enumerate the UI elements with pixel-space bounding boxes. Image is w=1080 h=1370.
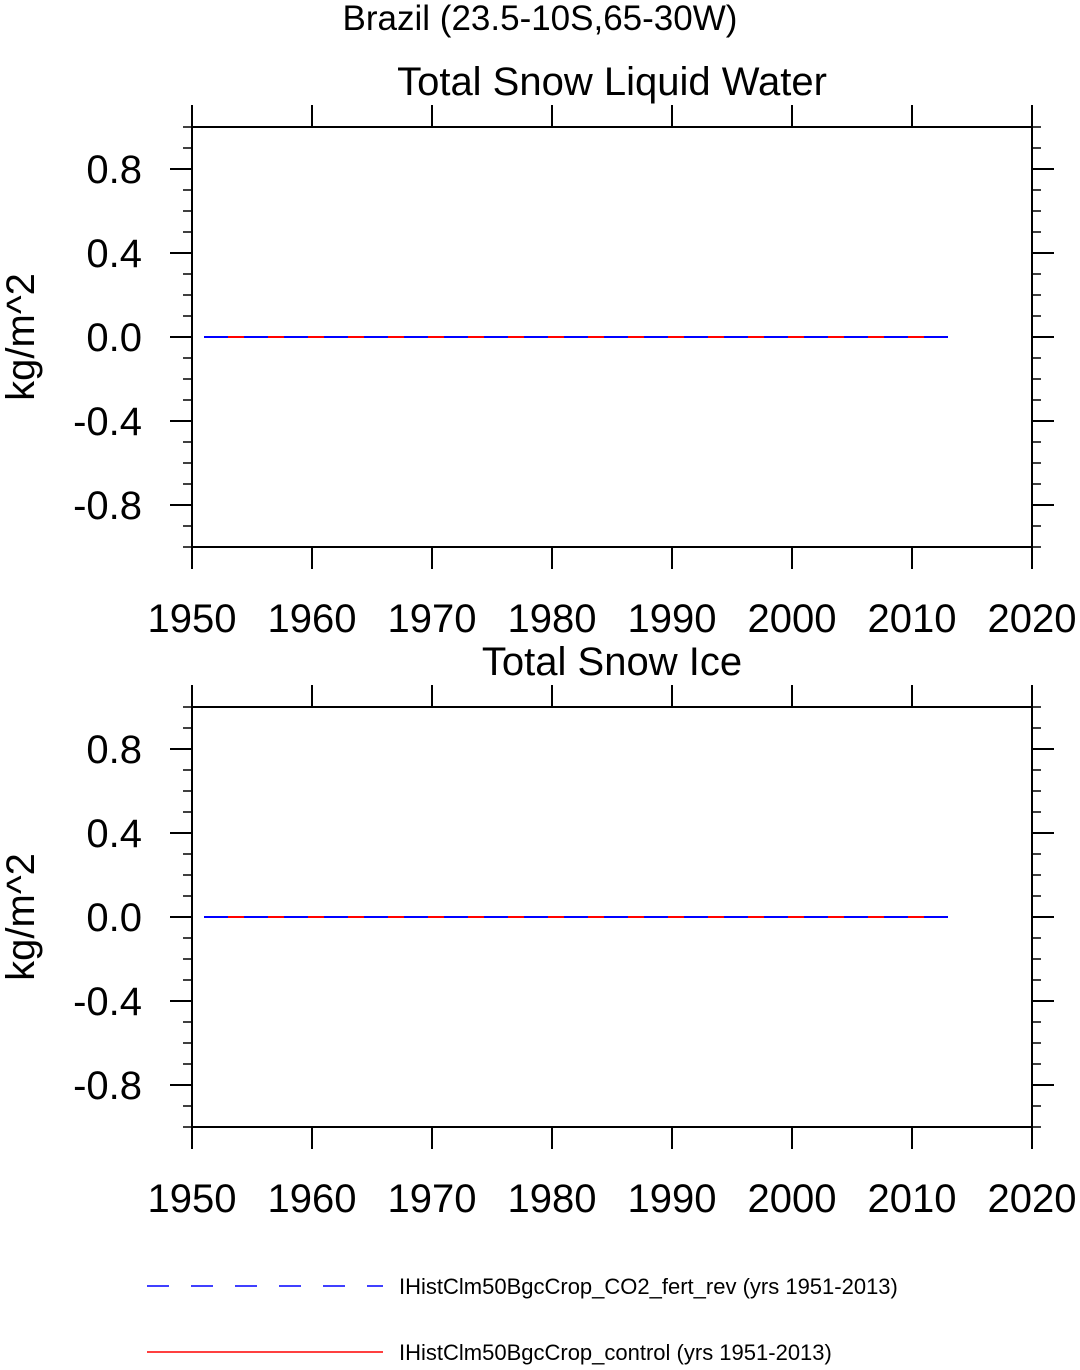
- chart-panel: Total Snow Liquid Water 1950 1960 1970 1980 1…: [0, 60, 1076, 641]
- legend-label: IHistClm50BgcCrop_CO2_fert_rev (yrs 1951…: [399, 1274, 898, 1299]
- chart-title: Total Snow Liquid Water: [397, 60, 827, 104]
- page-title: Brazil (23.5-10S,65-30W): [343, 0, 738, 38]
- x-tick-label: 1970: [388, 1177, 477, 1221]
- y-tick-label: -0.4: [73, 400, 142, 444]
- legend: IHistClm50BgcCrop_CO2_fert_rev (yrs 1951…: [147, 1274, 898, 1365]
- x-tick-label: 1950: [148, 1177, 237, 1221]
- x-tick-label: 2010: [868, 597, 957, 641]
- y-axis-label: kg/m^2: [0, 853, 43, 981]
- x-tick-label: 1950: [148, 597, 237, 641]
- y-tick-label: 0.0: [86, 316, 142, 360]
- y-tick-label: 0.8: [86, 728, 142, 772]
- y-tick-label: 0.0: [86, 896, 142, 940]
- y-tick-label: -0.8: [73, 1064, 142, 1108]
- x-tick-label: 2010: [868, 1177, 957, 1221]
- x-tick-label: 2020: [988, 1177, 1077, 1221]
- x-tick-label: 2000: [748, 1177, 837, 1221]
- chart-panel: Total Snow Ice 1950 1960 1970 1980 1990 2000 20…: [0, 640, 1076, 1221]
- y-axis-label: kg/m^2: [0, 273, 43, 401]
- x-tick-label: 1990: [628, 597, 717, 641]
- x-tick-label: 1960: [268, 597, 357, 641]
- chart-panels: Total Snow Liquid Water 1950 1960 1970 1980 1…: [0, 60, 1076, 1221]
- x-tick-label: 1990: [628, 1177, 717, 1221]
- y-tick-label: 0.4: [86, 232, 142, 276]
- y-tick-label: -0.4: [73, 980, 142, 1024]
- x-tick-label: 2020: [988, 597, 1077, 641]
- x-tick-label: 1980: [508, 1177, 597, 1221]
- x-tick-label: 1970: [388, 597, 477, 641]
- y-tick-label: 0.8: [86, 148, 142, 192]
- x-tick-label: 1960: [268, 1177, 357, 1221]
- y-tick-label: -0.8: [73, 484, 142, 528]
- x-tick-label: 1980: [508, 597, 597, 641]
- legend-label: IHistClm50BgcCrop_control (yrs 1951-2013…: [399, 1340, 832, 1365]
- x-tick-label: 2000: [748, 597, 837, 641]
- chart-title: Total Snow Ice: [482, 640, 742, 684]
- y-tick-label: 0.4: [86, 812, 142, 856]
